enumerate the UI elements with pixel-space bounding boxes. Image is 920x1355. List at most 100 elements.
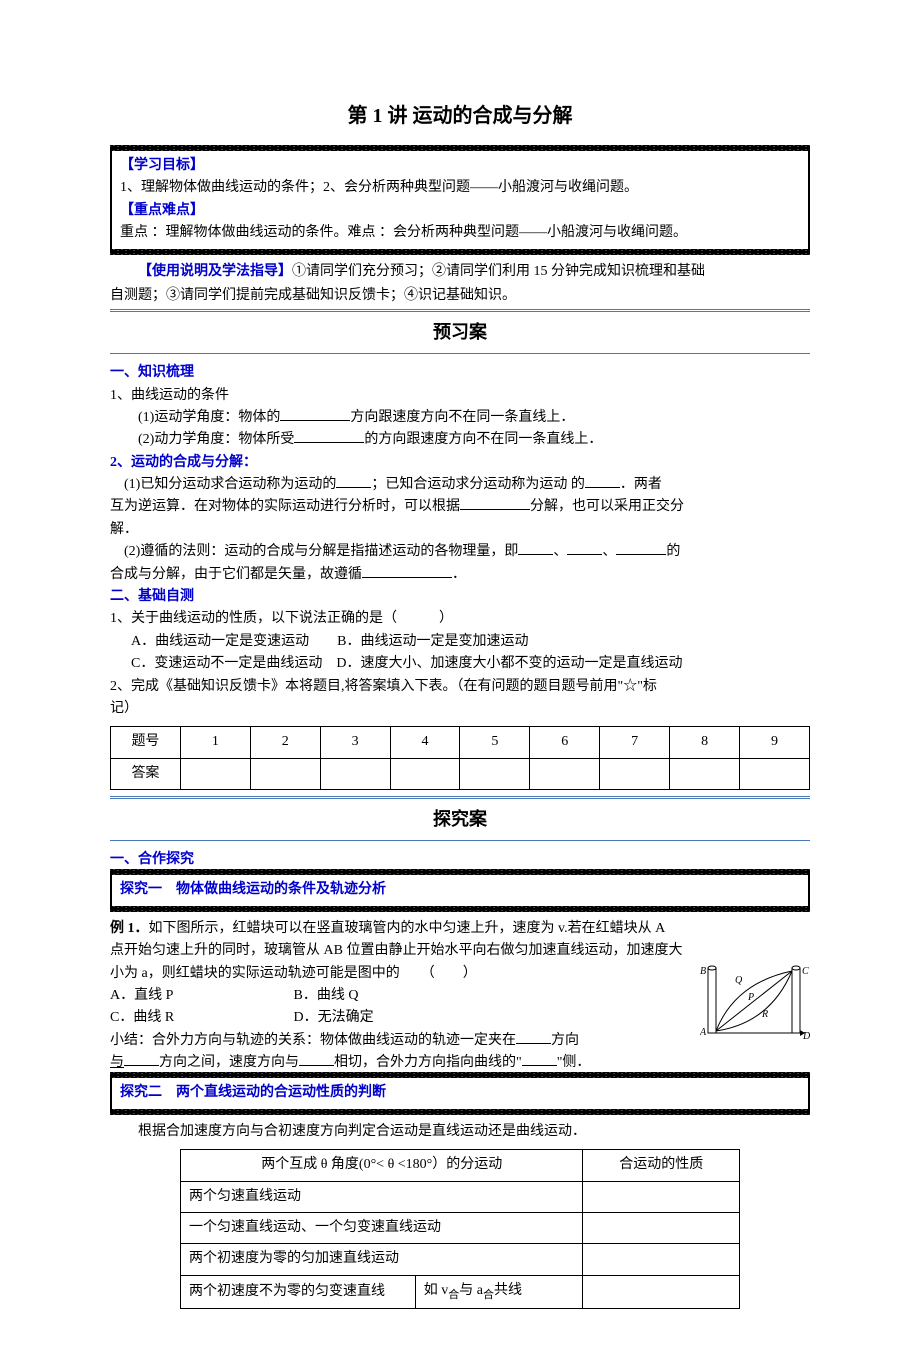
key-heading: 【重点难点】 (120, 200, 800, 222)
explore2-heading: 探究二 两个直线运动的合运动性质的判断 (120, 1082, 800, 1104)
col-2: 2 (250, 727, 320, 758)
summary-line2: 与 方向之间，速度方向与 相切，合外力方向指向曲线的" "侧． (110, 1052, 810, 1074)
compose-line3: 解． (110, 519, 810, 541)
text: 相切，合外力方向指向曲线的" (334, 1055, 522, 1070)
nature-r3: 两个初速度为零的匀加速直线运动 (181, 1244, 583, 1275)
compose-line1: (1)已知分运动求合运动称为运动的；已知合运动求分运动称为运动 的．两者 (110, 474, 810, 496)
header-label: 题号 (111, 727, 181, 758)
col-6: 6 (530, 727, 600, 758)
nature-cell (583, 1275, 740, 1308)
explore1-heading: 探究一 物体做曲线运动的条件及轨迹分析 (120, 879, 800, 901)
svg-text:Q: Q (735, 975, 743, 986)
nature-header1: 两个互成 θ 角度(0°< θ <180°）的分运动 (181, 1150, 583, 1181)
col-8: 8 (670, 727, 740, 758)
option-d: D．无法确定 (294, 1010, 374, 1025)
table-row: 两个互成 θ 角度(0°< θ <180°）的分运动 合运动的性质 (181, 1150, 740, 1181)
kinematics-line: (1)运动学角度：物体的 方向跟速度方向不在同一条直线上． (110, 407, 810, 429)
blank (336, 487, 371, 488)
text: 方向之间，速度方向与 (159, 1055, 299, 1070)
svg-text:P: P (747, 992, 754, 1003)
answer-table: 题号 1 2 3 4 5 6 7 8 9 答案 (110, 726, 810, 790)
answer-cell (460, 758, 530, 789)
table-row: 两个初速度不为零的匀变速直线 如 v合与 a合共线 (181, 1275, 740, 1308)
divider (110, 353, 810, 354)
q2-line1: 2、完成《基础知识反馈卡》本将题目,将答案填入下表。（在有问题的题目题号前用"☆… (110, 676, 810, 698)
coop-heading: 一、合作探究 (110, 849, 810, 871)
q2-line2: 记） (110, 698, 810, 720)
answer-cell (250, 758, 320, 789)
text: 与 a (459, 1283, 483, 1298)
answer-cell (600, 758, 670, 789)
text: 互为逆运算．在对物体的实际运动进行分析时，可以根据 (110, 499, 460, 514)
option-b: B．曲线 Q (294, 988, 359, 1003)
blank (124, 1065, 159, 1066)
text: (2)动力学角度：物体所受 (138, 432, 294, 447)
text: 方向跟速度方向不在同一条直线上． (350, 410, 574, 425)
table-row: 题号 1 2 3 4 5 6 7 8 9 (111, 727, 810, 758)
objectives-heading: 【学习目标】 (120, 155, 800, 177)
text: "侧． (557, 1055, 591, 1070)
answer-cell (390, 758, 460, 789)
blank (460, 509, 530, 510)
text: 的方向跟速度方向不在同一条直线上． (364, 432, 602, 447)
text: 小结：合外力方向与轨迹的关系：物体做曲线运动的轨迹一定夹在 (110, 1033, 516, 1048)
blank (280, 420, 350, 421)
nature-r4a: 两个初速度不为零的匀变速直线 (181, 1275, 416, 1308)
table-row: 两个匀速直线运动 (181, 1181, 740, 1212)
text: (1)已知分运动求合运动称为运动的 (124, 477, 336, 492)
text: 、 (553, 544, 567, 559)
col-9: 9 (740, 727, 810, 758)
composition-heading: 2、运动的合成与分解： (110, 452, 810, 474)
nature-r2: 一个匀速直线运动、一个匀变速直线运动 (181, 1213, 583, 1244)
knowledge-heading: 一、知识梳理 (110, 362, 810, 384)
text: 与 (110, 1055, 124, 1070)
svg-text:D: D (802, 1031, 810, 1042)
divider (110, 309, 810, 312)
trajectory-diagram: B C A D Q P R (700, 963, 810, 1043)
svg-text:R: R (761, 1009, 768, 1020)
text: 分解，也可以采用正交分 (530, 499, 684, 514)
objectives-box: 【学习目标】 1、理解物体做曲线运动的条件；2、会分析两种典型问题——小船渡河与… (110, 147, 810, 253)
text: ；已知合运动求分运动称为运动 的 (371, 477, 585, 492)
blank (516, 1043, 551, 1044)
subscript: 合 (483, 1289, 494, 1301)
nature-table: 两个互成 θ 角度(0°< θ <180°）的分运动 合运动的性质 两个匀速直线… (180, 1149, 740, 1309)
preview-title: 预习案 (110, 318, 810, 347)
usage-text1: ①请同学们充分预习；②请同学们利用 15 分钟完成知识梳理和基础 (292, 264, 705, 279)
example1-line2: 点开始匀速上升的同时，玻璃管从 AB 位置由静止开始水平向右做匀加速直线运动，加… (110, 940, 810, 962)
text: 、 (602, 544, 616, 559)
col-5: 5 (460, 727, 530, 758)
text: 共线 (494, 1283, 522, 1298)
blank (294, 442, 364, 443)
curve-condition-heading: 1、曲线运动的条件 (110, 385, 810, 407)
nature-r1: 两个匀速直线运动 (181, 1181, 583, 1212)
q1-options-ab: A．曲线运动一定是变速运动 B．曲线运动一定是变加速运动 (110, 631, 810, 653)
compose-rule-line: (2)遵循的法则：运动的合成与分解是指描述运动的各物理量，即、、的 (110, 541, 810, 563)
divider (110, 840, 810, 841)
text: ． (452, 567, 466, 582)
option-a: A．直线 P (110, 985, 290, 1007)
col-7: 7 (600, 727, 670, 758)
answer-cell (740, 758, 810, 789)
col-4: 4 (390, 727, 460, 758)
text: 如 v (424, 1283, 449, 1298)
usage-line2: 自测题；③请同学们提前完成基础知识反馈卡；④识记基础知识。 (110, 285, 810, 307)
usage-label: 【使用说明及学法指导】 (138, 264, 292, 279)
blank (585, 487, 620, 488)
svg-text:C: C (802, 966, 809, 977)
objectives-text: 1、理解物体做曲线运动的条件；2、会分析两种典型问题——小船渡河与收绳问题。 (120, 177, 800, 199)
text: (1)运动学角度：物体的 (138, 410, 280, 425)
blank (616, 554, 666, 555)
text: 合成与分解，由于它们都是矢量，故遵循 (110, 567, 362, 582)
table-row: 答案 (111, 758, 810, 789)
example1-line1: 例 1．如下图所示，红蜡块可以在竖直玻璃管内的水中匀速上升，速度为 v.若在红蜡… (110, 918, 810, 940)
answer-cell (180, 758, 250, 789)
answer-cell (670, 758, 740, 789)
svg-text:B: B (700, 966, 706, 977)
row-label: 答案 (111, 758, 181, 789)
option-c: C．曲线 R (110, 1007, 290, 1029)
blank (299, 1065, 334, 1066)
text: 如下图所示，红蜡块可以在竖直玻璃管内的水中匀速上升，速度为 v.若在红蜡块从 A (149, 921, 666, 936)
nature-cell (583, 1244, 740, 1275)
nature-cell (583, 1181, 740, 1212)
